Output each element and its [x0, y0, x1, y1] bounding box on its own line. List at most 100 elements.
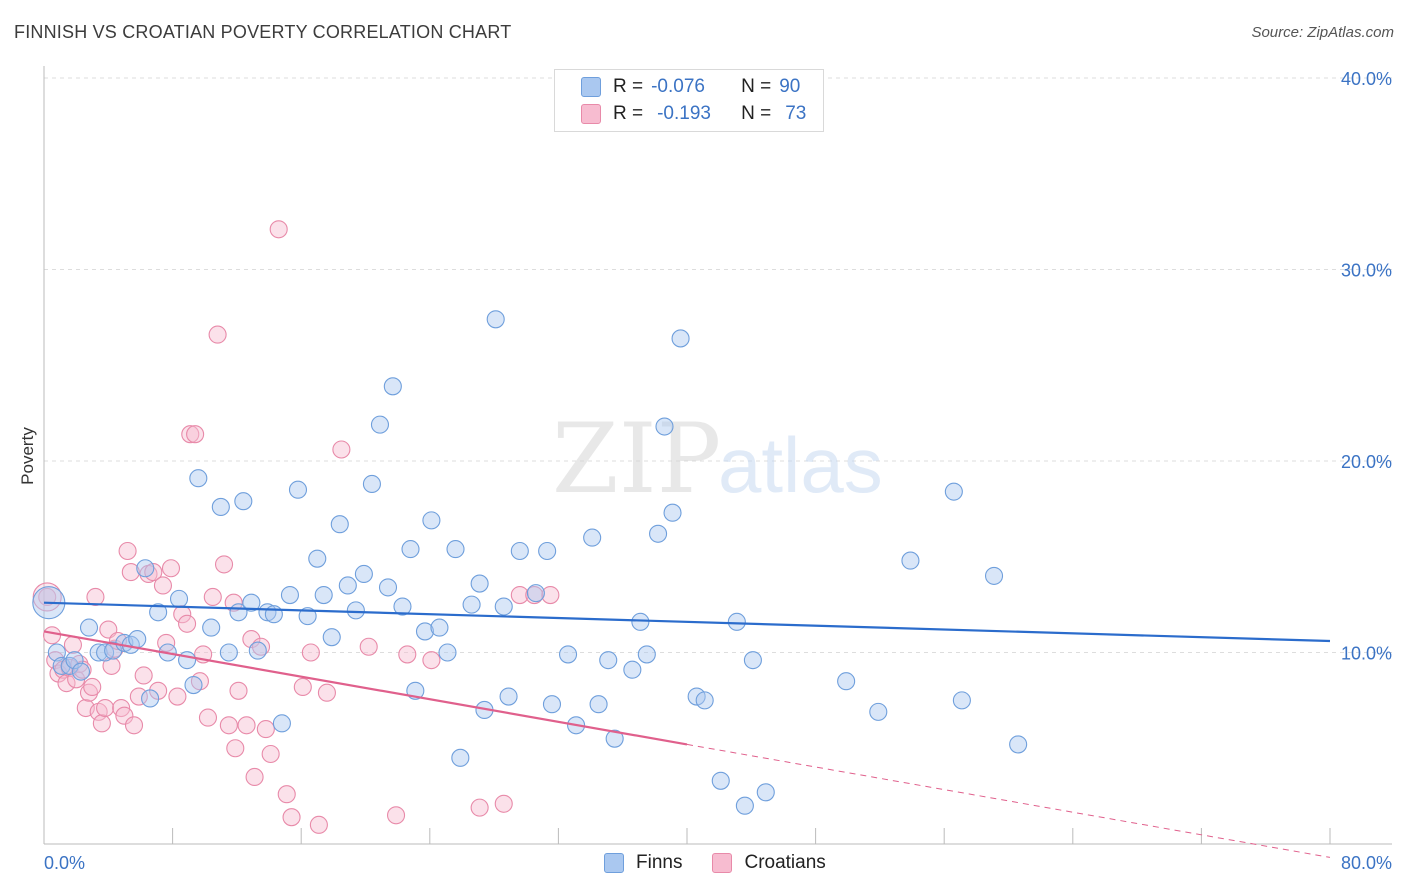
finns-point: [288, 480, 308, 499]
croatians-point: [86, 587, 105, 607]
croatians-point: [115, 706, 134, 725]
finns-point: [189, 469, 208, 488]
watermark: ZIP atlas: [552, 403, 883, 515]
finns-point: [362, 474, 381, 494]
finns-point: [526, 584, 545, 603]
croatians-point: [134, 666, 153, 685]
croatians-point: [38, 587, 57, 607]
croatians-point: [153, 576, 173, 595]
croatians-point: [309, 815, 328, 834]
finns-point: [984, 566, 1004, 585]
finns-point: [314, 585, 333, 605]
finns-point: [605, 729, 624, 748]
croatians-point: [226, 739, 245, 758]
finns-point: [383, 377, 402, 396]
croatians-point: [96, 698, 115, 718]
finns-point: [952, 691, 971, 710]
croatians-point: [214, 555, 234, 574]
croatians-point: [293, 677, 312, 697]
croatians-point: [79, 683, 99, 702]
finns-point: [901, 551, 920, 570]
finns-point: [71, 662, 91, 681]
finns-point: [128, 630, 147, 649]
finns-point: [89, 643, 108, 662]
croatians-point: [245, 767, 264, 787]
croatians-point: [63, 635, 82, 654]
croatians-point: [219, 716, 238, 735]
finns-point: [711, 771, 730, 790]
legend-row-croatians: R = -0.193 N = 73: [555, 101, 806, 127]
croatians-point: [208, 325, 227, 344]
finns-point: [242, 593, 261, 612]
finns-point: [743, 651, 762, 670]
finns-point: [298, 607, 317, 626]
finns-legend-icon: [604, 853, 624, 873]
finns-point: [542, 695, 562, 714]
finns-point: [202, 618, 221, 637]
y-tick-labels: 10.0% 20.0% 30.0% 40.0%: [1341, 69, 1392, 664]
croatians-point: [224, 593, 243, 612]
finns-point: [393, 597, 412, 616]
croatians-point: [261, 744, 280, 764]
finns-point: [346, 601, 365, 620]
croatians-point: [203, 587, 222, 607]
finns-point: [499, 687, 518, 706]
finns-point: [486, 310, 505, 329]
finns-point: [430, 618, 449, 637]
croatians-point: [277, 785, 296, 804]
croatians-point: [386, 806, 406, 825]
bottom-legend: Finns Croatians: [604, 852, 856, 874]
finns-point: [79, 618, 99, 637]
croatians-point: [186, 425, 205, 444]
croatians-point: [541, 585, 560, 605]
watermark-atlas: atlas: [718, 421, 883, 509]
bottom-legend-croatians: Croatians: [712, 852, 826, 874]
finns-point: [637, 645, 656, 664]
croatians-point: [121, 563, 140, 582]
finns-point: [248, 641, 267, 660]
croatians-point: [181, 425, 200, 444]
y-tick-label-10: 10.0%: [1341, 644, 1392, 664]
finns-point: [623, 660, 642, 679]
finns-point: [184, 676, 203, 695]
finns-point: [272, 714, 291, 733]
finns-point: [837, 672, 856, 691]
series-finns: [32, 310, 1028, 815]
croatians-point: [161, 559, 181, 578]
finns-point: [438, 643, 457, 662]
croatians-point: [198, 708, 218, 727]
finns-point: [756, 783, 775, 802]
croatians-point: [470, 798, 489, 817]
series-croatians: [32, 220, 560, 834]
croatians-point: [422, 651, 441, 670]
croatians-point: [229, 681, 248, 700]
croatians-point: [83, 677, 102, 697]
finns-point: [944, 482, 963, 501]
croatians-point: [173, 605, 192, 624]
croatians-point: [301, 643, 320, 662]
finns-point: [510, 541, 529, 561]
finns-point: [149, 603, 168, 622]
finns-point: [695, 691, 714, 710]
finns-point: [446, 540, 465, 559]
finns-trend-line-solid: [43, 601, 1331, 643]
legend: R = -0.076 N = 90 R = -0.193 N = 73: [554, 69, 824, 132]
legend-finns-n-value: 90: [779, 76, 801, 97]
bottom-legend-finns-label: Finns: [636, 852, 683, 873]
finns-point: [330, 515, 349, 534]
legend-croatians-n-value: 73: [785, 103, 807, 124]
croatians-point: [256, 720, 275, 739]
croatians-point: [317, 683, 336, 702]
legend-row-finns: R = -0.076 N = 90: [555, 74, 800, 100]
finns-point: [264, 605, 283, 624]
finns-point: [451, 748, 470, 767]
croatians-point: [92, 714, 111, 733]
croatians-point: [168, 687, 187, 706]
finns-point: [308, 549, 327, 568]
finns-point: [735, 796, 754, 815]
croatians-point: [57, 674, 76, 693]
croatians-point: [242, 630, 261, 649]
chart-title: FINNISH VS CROATIAN POVERTY CORRELATION …: [14, 22, 512, 42]
legend-finns-r-label: R =: [613, 76, 644, 97]
